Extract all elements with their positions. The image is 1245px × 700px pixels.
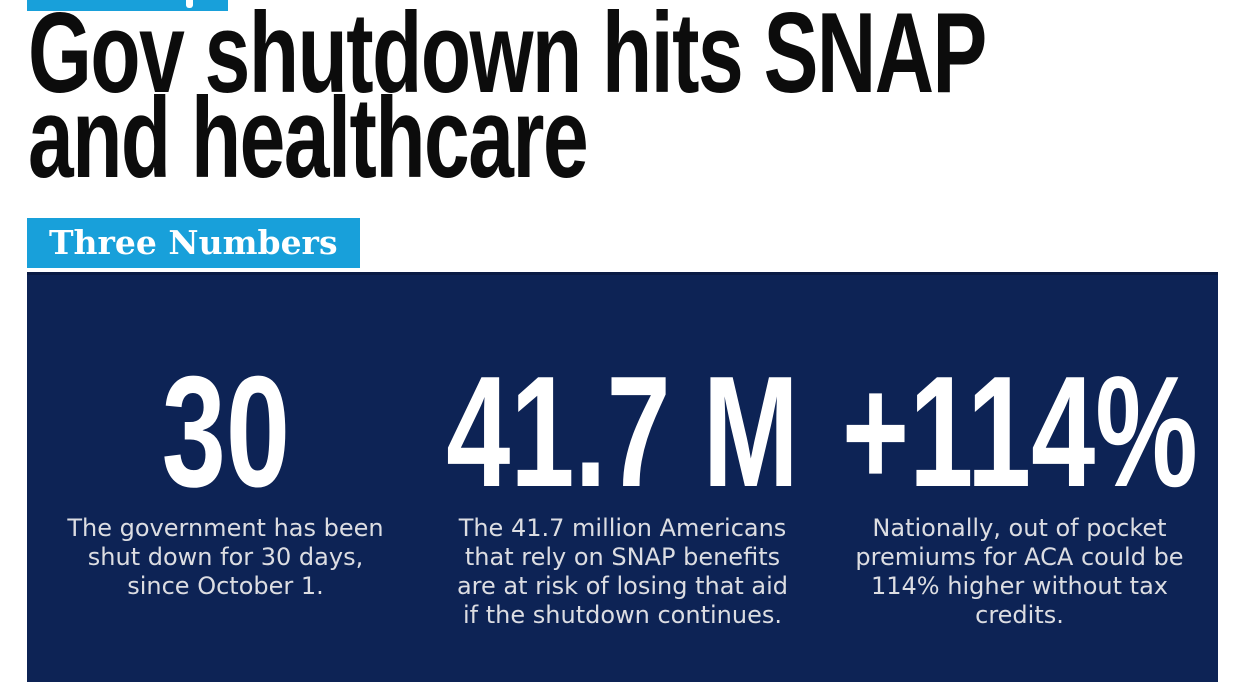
page-title: Gov shutdown hits SNAP and healthcare [28, 0, 986, 202]
stat-description-days: The government has been shut down for 30… [67, 514, 384, 600]
stat-column-shutdown-days: 30 The government has been shut down for… [27, 353, 424, 682]
stat-column-aca-premiums: +114% Nationally, out of pocket premiums… [821, 353, 1218, 682]
top-tag-cutoff-glyph [186, 0, 193, 8]
stat-value-snap: 41.7 M [446, 344, 799, 520]
section-label-text: Three Numbers [49, 223, 338, 262]
stats-panel: 30 The government has been shut down for… [27, 272, 1218, 682]
stat-column-snap-recipients: 41.7 M The 41.7 million Americans that r… [424, 353, 821, 682]
stat-value-premiums: +114% [841, 344, 1198, 520]
stat-description-snap: The 41.7 million Americans that rely on … [456, 514, 789, 629]
stat-value-days: 30 [161, 344, 290, 520]
top-tag-banner [27, 0, 228, 11]
section-label-banner: Three Numbers [27, 218, 360, 268]
stat-description-premiums: Nationally, out of pocket premiums for A… [855, 514, 1184, 629]
